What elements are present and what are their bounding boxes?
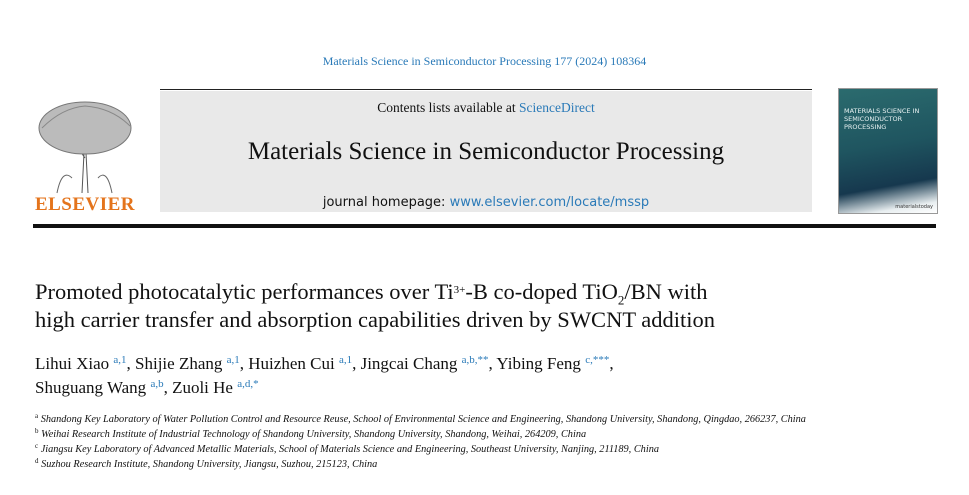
- contents-prefix: Contents lists available at: [377, 100, 519, 115]
- title-text: /BN with: [624, 279, 708, 304]
- author-list: Lihui Xiao a,1, Shijie Zhang a,1, Huizhe…: [35, 352, 935, 400]
- homepage-link[interactable]: www.elsevier.com/locate/mssp: [449, 195, 650, 210]
- sciencedirect-link[interactable]: ScienceDirect: [519, 100, 595, 115]
- author[interactable]: Shuguang Wang a,b,: [35, 378, 172, 397]
- author-name: Yibing Feng: [496, 354, 581, 373]
- author-marks[interactable]: a,b,**: [461, 354, 489, 366]
- author-name: Jingcai Chang: [360, 354, 458, 373]
- journal-cover[interactable]: MATERIALS SCIENCE IN SEMICONDUCTOR PROCE…: [838, 88, 938, 214]
- journal-banner: [160, 91, 812, 212]
- title-text: Promoted photocatalytic performances ove…: [35, 279, 454, 304]
- author-name: Shijie Zhang: [135, 354, 223, 373]
- author-separator: ,: [126, 354, 136, 373]
- affiliation: c Jiangsu Key Laboratory of Advanced Met…: [35, 442, 935, 457]
- author[interactable]: Huizhen Cui a,1,: [248, 354, 360, 373]
- author-marks[interactable]: a,1: [338, 354, 353, 366]
- header-rule: [33, 224, 936, 228]
- affiliation-text: Jiangsu Key Laboratory of Advanced Metal…: [40, 444, 659, 455]
- author-separator: ,: [609, 354, 614, 373]
- homepage-line: journal homepage: www.elsevier.com/locat…: [160, 195, 812, 210]
- elsevier-logo: ELSEVIER: [32, 98, 138, 216]
- author[interactable]: Jingcai Chang a,b,**,: [361, 354, 497, 373]
- author[interactable]: Yibing Feng c,***,: [496, 354, 613, 373]
- author-separator: ,: [488, 354, 497, 373]
- affiliation-mark: c: [35, 442, 39, 450]
- author[interactable]: Shijie Zhang a,1,: [135, 354, 248, 373]
- article-title: Promoted photocatalytic performances ove…: [35, 278, 935, 334]
- title-superscript: 3+: [453, 284, 466, 296]
- author-name: Zuoli He: [172, 378, 233, 397]
- contents-line: Contents lists available at ScienceDirec…: [160, 100, 812, 116]
- affiliation-text: Suzhou Research Institute, Shandong Univ…: [41, 459, 378, 470]
- homepage-prefix: journal homepage:: [322, 195, 450, 210]
- affiliation-mark: b: [35, 427, 39, 435]
- journal-title: Materials Science in Semiconductor Proce…: [247, 138, 725, 165]
- author-marks[interactable]: a,d,*: [237, 378, 259, 390]
- affiliation: b Weihai Research Institute of Industria…: [35, 427, 935, 442]
- publisher-logo-text: ELSEVIER: [34, 194, 136, 215]
- author-separator: ,: [352, 354, 361, 373]
- affiliation-mark: a: [35, 412, 39, 420]
- author-name: Shuguang Wang: [35, 378, 147, 397]
- title-subscript: 2: [617, 292, 625, 308]
- author-marks[interactable]: a,1: [226, 354, 240, 366]
- affiliation-mark: d: [35, 457, 39, 465]
- author-marks[interactable]: c,***: [585, 354, 610, 366]
- affiliation-text: Weihai Research Institute of Industrial …: [41, 429, 587, 440]
- affiliation: a Shandong Key Laboratory of Water Pollu…: [35, 412, 935, 427]
- cover-brand: materialstoday: [895, 204, 933, 210]
- author[interactable]: Lihui Xiao a,1,: [35, 354, 135, 373]
- affiliation-list: a Shandong Key Laboratory of Water Pollu…: [35, 412, 935, 472]
- title-text: high carrier transfer and absorption cap…: [35, 307, 716, 332]
- author-separator: ,: [239, 354, 249, 373]
- author[interactable]: Zuoli He a,d,*: [172, 378, 259, 397]
- author-separator: ,: [163, 378, 173, 397]
- affiliation-text: Shandong Key Laboratory of Water Polluti…: [40, 414, 806, 425]
- divider: [160, 89, 812, 90]
- journal-citation[interactable]: Materials Science in Semiconductor Proce…: [322, 54, 647, 68]
- author-name: Huizhen Cui: [248, 354, 335, 373]
- author-marks[interactable]: a,1: [113, 354, 127, 366]
- title-text: -B co-doped TiO: [465, 279, 618, 304]
- tree-icon: [38, 101, 132, 194]
- affiliation: d Suzhou Research Institute, Shandong Un…: [35, 457, 935, 472]
- author-marks[interactable]: a,b: [150, 378, 164, 390]
- author-name: Lihui Xiao: [35, 354, 110, 373]
- cover-title: MATERIALS SCIENCE IN SEMICONDUCTOR PROCE…: [844, 107, 920, 131]
